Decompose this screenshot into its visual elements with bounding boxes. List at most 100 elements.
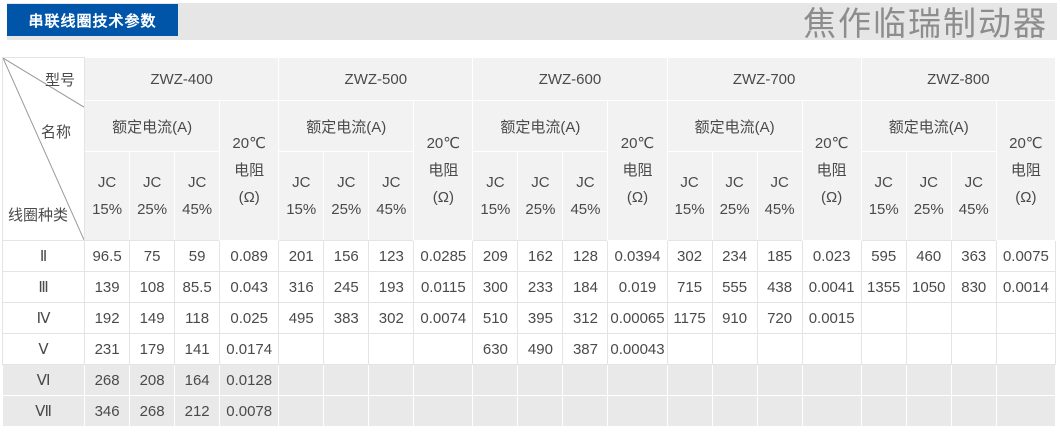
- value-cell: [756, 333, 803, 365]
- resistance-header-line: 20℃: [426, 135, 461, 152]
- value-cell: [562, 395, 609, 427]
- duty-cycle-header: JC 25%: [711, 151, 758, 241]
- value-cell: 0.043: [219, 271, 280, 303]
- value-cell: 118: [174, 302, 221, 334]
- duty-cycle-header: JC 25%: [323, 151, 370, 241]
- table-row: Ⅵ 268 208 164 0.0128: [1, 364, 1057, 396]
- value-cell: 0.0078: [219, 395, 280, 427]
- rated-current-header-4: 额定电流(A): [860, 100, 997, 152]
- value-cell: 193: [368, 271, 415, 303]
- value-cell: 139: [84, 271, 131, 303]
- value-cell: [905, 302, 952, 334]
- value-cell: [711, 333, 758, 365]
- value-cell: [607, 364, 668, 396]
- value-cell: 123: [368, 240, 415, 272]
- duty-label: JC: [97, 174, 117, 191]
- value-cell: 192: [84, 302, 131, 334]
- duty-percent: 25%: [913, 201, 944, 218]
- value-cell: 0.0041: [801, 271, 862, 303]
- value-cell: 179: [129, 333, 176, 365]
- resistance-header-line: 20℃: [232, 135, 266, 152]
- value-cell: 0.0115: [413, 271, 474, 303]
- duty-percent: 15%: [92, 201, 123, 218]
- duty-cycle-header: JC 25%: [517, 151, 564, 241]
- value-cell: 231: [84, 333, 131, 365]
- value-cell: [905, 333, 952, 365]
- value-cell: 383: [323, 302, 370, 334]
- value-cell: 201: [278, 240, 325, 272]
- value-cell: 75: [129, 240, 176, 272]
- value-cell: 715: [666, 271, 713, 303]
- value-cell: 128: [562, 240, 609, 272]
- value-cell: 233: [517, 271, 564, 303]
- rated-current-header-2: 额定电流(A): [472, 100, 609, 152]
- value-cell: [950, 302, 997, 334]
- value-cell: [995, 302, 1057, 334]
- value-cell: [860, 364, 907, 396]
- resistance-header-line: 20℃: [814, 135, 849, 152]
- duty-label: JC: [292, 174, 311, 191]
- resistance-header-3: 20℃ 电阻 (Ω): [801, 100, 862, 241]
- value-cell: 302: [368, 302, 415, 334]
- value-cell: 495: [278, 302, 325, 334]
- value-cell: 96.5: [84, 240, 131, 272]
- value-cell: [860, 333, 907, 365]
- duty-label: JC: [382, 174, 401, 191]
- coil-type-cell: Ⅱ: [1, 240, 86, 272]
- table-row: Ⅱ 96.5 75 59 0.089 201 156 123 0.0285 209 162 128 0.…: [1, 240, 1057, 272]
- duty-percent: 25%: [719, 201, 750, 218]
- value-cell: [905, 364, 952, 396]
- value-cell: 387: [562, 333, 609, 365]
- value-cell: 720: [756, 302, 803, 334]
- value-cell: 363: [950, 240, 997, 272]
- value-cell: [413, 333, 474, 365]
- value-cell: [472, 364, 519, 396]
- duty-cycle-header: JC 15%: [666, 151, 713, 241]
- value-cell: 910: [711, 302, 758, 334]
- duty-cycle-header: JC 45%: [368, 151, 415, 241]
- corner-header: 型号 名称 线圈种类: [1, 57, 86, 241]
- value-cell: 510: [472, 302, 519, 334]
- duty-label: JC: [680, 174, 699, 191]
- model-header-4: ZWZ-800: [860, 57, 1057, 101]
- duty-label: JC: [576, 174, 595, 191]
- value-cell: 316: [278, 271, 325, 303]
- duty-percent: 45%: [182, 201, 213, 218]
- duty-label: JC: [770, 174, 789, 191]
- value-cell: [368, 333, 415, 365]
- resistance-header-line: (Ω): [626, 189, 649, 206]
- model-header-3: ZWZ-700: [666, 57, 862, 101]
- value-cell: 184: [562, 271, 609, 303]
- model-header-1: ZWZ-500: [278, 57, 474, 101]
- value-cell: 164: [174, 364, 221, 396]
- model-header-0: ZWZ-400: [84, 57, 280, 101]
- value-cell: 0.025: [219, 302, 280, 334]
- duty-percent: 25%: [331, 201, 362, 218]
- duty-label: JC: [337, 174, 356, 191]
- value-cell: [323, 364, 370, 396]
- value-cell: [711, 395, 758, 427]
- resistance-header-line: (Ω): [821, 189, 843, 206]
- value-cell: 555: [711, 271, 758, 303]
- coil-type-cell: Ⅳ: [1, 302, 86, 334]
- value-cell: 0.00065: [607, 302, 668, 334]
- value-cell: [801, 333, 862, 365]
- corner-label-model: 型号: [45, 72, 76, 89]
- duty-cycle-header: JC 15%: [472, 151, 519, 241]
- coil-type-cell: Ⅵ: [1, 364, 86, 396]
- value-cell: 0.089: [219, 240, 280, 272]
- value-cell: 460: [905, 240, 952, 272]
- resistance-header-0: 20℃ 电阻 (Ω): [219, 100, 280, 241]
- resistance-header-line: 电阻: [234, 162, 265, 179]
- value-cell: [323, 395, 370, 427]
- value-cell: 0.0074: [413, 302, 474, 334]
- value-cell: [666, 333, 713, 365]
- resistance-header-line: 电阻: [428, 162, 459, 179]
- value-cell: 0.0075: [995, 240, 1057, 272]
- rated-current-header-3: 额定电流(A): [666, 100, 803, 152]
- value-cell: [801, 364, 862, 396]
- resistance-header-1: 20℃ 电阻 (Ω): [413, 100, 474, 241]
- resistance-header-line: 电阻: [1010, 162, 1041, 179]
- value-cell: 108: [129, 271, 176, 303]
- value-cell: 245: [323, 271, 370, 303]
